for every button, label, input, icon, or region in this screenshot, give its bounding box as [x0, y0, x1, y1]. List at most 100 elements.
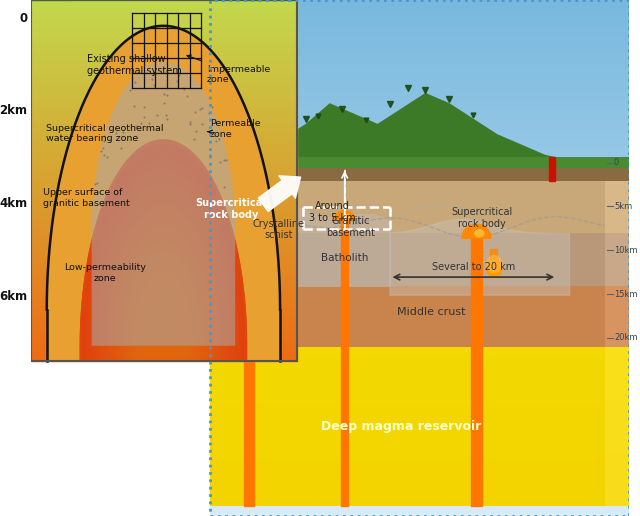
Polygon shape	[210, 139, 629, 144]
Polygon shape	[210, 442, 605, 447]
Polygon shape	[210, 379, 605, 384]
Polygon shape	[486, 255, 502, 273]
Polygon shape	[605, 474, 629, 479]
Polygon shape	[136, 279, 191, 361]
Polygon shape	[31, 307, 297, 311]
Text: Deep magma reservoir: Deep magma reservoir	[321, 420, 482, 433]
Polygon shape	[210, 77, 629, 83]
Polygon shape	[210, 157, 629, 173]
Polygon shape	[210, 423, 629, 428]
Polygon shape	[31, 137, 297, 141]
Polygon shape	[247, 239, 256, 246]
Text: Granitic
basement: Granitic basement	[326, 216, 375, 238]
Polygon shape	[605, 400, 629, 406]
Polygon shape	[210, 0, 629, 5]
Polygon shape	[31, 144, 297, 148]
Polygon shape	[31, 253, 297, 256]
Polygon shape	[605, 181, 629, 233]
Polygon shape	[210, 501, 629, 506]
Polygon shape	[210, 444, 629, 449]
Polygon shape	[210, 168, 629, 181]
Bar	[210, 0, 629, 516]
Polygon shape	[31, 90, 297, 94]
Polygon shape	[31, 22, 297, 25]
Polygon shape	[31, 152, 297, 155]
Polygon shape	[100, 191, 227, 361]
Polygon shape	[105, 202, 222, 361]
Polygon shape	[111, 217, 216, 361]
Polygon shape	[31, 170, 297, 173]
Polygon shape	[486, 259, 502, 278]
Polygon shape	[605, 233, 629, 286]
Polygon shape	[605, 479, 629, 485]
Polygon shape	[31, 246, 297, 249]
Polygon shape	[31, 343, 297, 347]
Polygon shape	[31, 4, 297, 7]
Text: Middle crust: Middle crust	[397, 307, 466, 317]
Polygon shape	[120, 237, 207, 361]
Polygon shape	[210, 501, 605, 506]
Polygon shape	[210, 384, 605, 390]
Polygon shape	[605, 432, 629, 437]
Polygon shape	[605, 411, 629, 416]
Polygon shape	[210, 406, 605, 411]
Polygon shape	[210, 124, 629, 129]
Polygon shape	[210, 330, 629, 335]
Polygon shape	[605, 442, 629, 447]
Polygon shape	[210, 129, 629, 134]
Polygon shape	[210, 289, 629, 294]
Polygon shape	[210, 26, 629, 31]
Polygon shape	[31, 134, 297, 137]
Polygon shape	[605, 426, 629, 432]
Polygon shape	[210, 374, 605, 379]
Polygon shape	[210, 46, 629, 52]
Polygon shape	[31, 264, 297, 267]
Polygon shape	[210, 93, 629, 98]
Polygon shape	[210, 315, 629, 320]
Polygon shape	[210, 426, 605, 432]
Polygon shape	[210, 325, 629, 330]
Polygon shape	[109, 212, 218, 361]
Polygon shape	[210, 294, 629, 299]
Text: Supercritical
rock body: Supercritical rock body	[196, 198, 266, 220]
Polygon shape	[210, 361, 629, 366]
Polygon shape	[605, 363, 629, 368]
Text: Low-permeability
zone: Low-permeability zone	[65, 263, 147, 283]
Polygon shape	[210, 356, 629, 361]
Polygon shape	[210, 382, 629, 387]
Polygon shape	[31, 354, 297, 358]
Polygon shape	[210, 10, 629, 15]
Polygon shape	[31, 220, 297, 224]
Polygon shape	[210, 248, 629, 253]
Polygon shape	[210, 144, 629, 150]
Polygon shape	[107, 207, 220, 361]
Polygon shape	[31, 159, 297, 163]
Polygon shape	[31, 238, 297, 242]
Polygon shape	[31, 0, 297, 4]
Polygon shape	[210, 346, 629, 351]
Polygon shape	[31, 235, 297, 238]
Polygon shape	[210, 447, 605, 453]
Polygon shape	[31, 256, 297, 260]
Polygon shape	[125, 253, 201, 361]
Polygon shape	[93, 173, 234, 361]
Polygon shape	[210, 263, 629, 268]
Polygon shape	[102, 196, 224, 361]
Polygon shape	[210, 201, 629, 206]
Polygon shape	[31, 267, 297, 271]
Polygon shape	[210, 408, 629, 413]
Text: 20km: 20km	[614, 333, 637, 343]
Polygon shape	[31, 329, 297, 332]
Polygon shape	[210, 463, 605, 469]
Polygon shape	[210, 416, 605, 421]
Polygon shape	[95, 178, 232, 361]
Polygon shape	[94, 175, 232, 361]
Polygon shape	[31, 209, 297, 213]
Polygon shape	[210, 470, 629, 475]
Polygon shape	[210, 15, 629, 21]
Polygon shape	[605, 421, 629, 426]
Polygon shape	[461, 223, 492, 239]
Polygon shape	[31, 181, 297, 184]
Text: Supercritical
rock body: Supercritical rock body	[452, 207, 513, 229]
Polygon shape	[132, 268, 195, 361]
